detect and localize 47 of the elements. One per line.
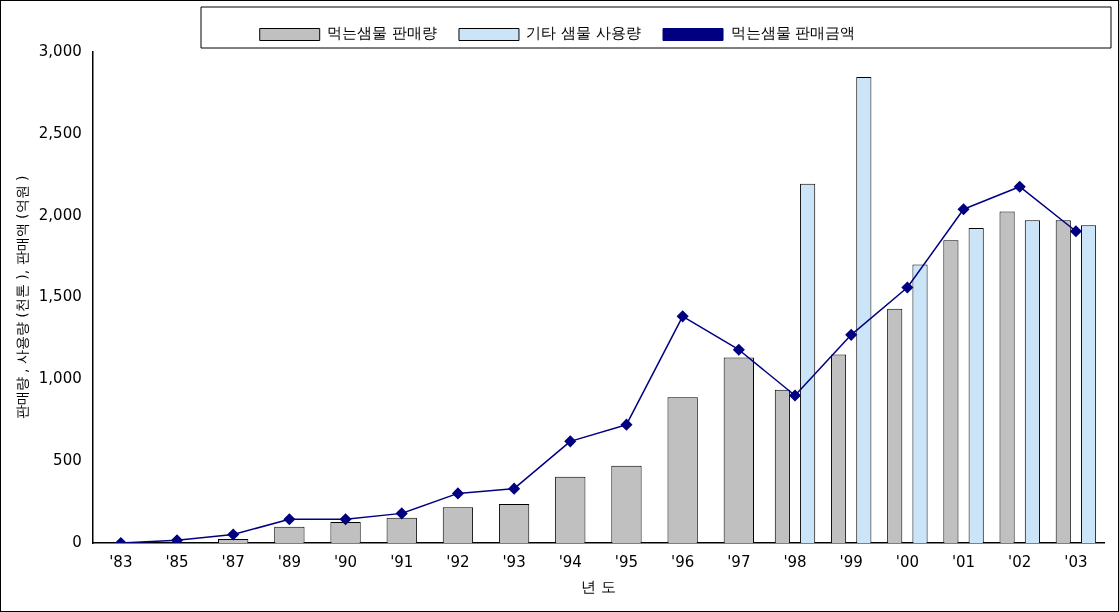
point: [452, 487, 464, 500]
x-tick-label: '98: [783, 552, 807, 571]
x-tick-label: '99: [839, 552, 863, 571]
x-tick-label: '92: [446, 552, 470, 571]
point: [283, 513, 296, 526]
x-tick-label: '00: [895, 552, 919, 571]
point: [733, 343, 745, 356]
x-tick-label: '03: [1064, 552, 1088, 571]
point: [339, 513, 352, 526]
y-tick-label: 0: [72, 532, 82, 551]
x-tick-label: '87: [221, 552, 245, 571]
legend-label: 먹는샘물 판매량: [327, 24, 437, 43]
point: [171, 534, 183, 543]
x-tick-label: '95: [614, 552, 639, 571]
y-tick-label: 1,000: [38, 369, 82, 388]
y-tick-label: 1,500: [38, 287, 82, 306]
point: [789, 389, 801, 402]
point: [901, 281, 914, 294]
point: [1070, 225, 1082, 237]
point: [227, 528, 239, 541]
x-tick-label: '01: [951, 552, 976, 571]
y-tick-label: 500: [53, 451, 82, 470]
point: [564, 435, 577, 448]
x-tick-label: '85: [165, 552, 189, 571]
point: [1013, 180, 1026, 193]
point: [508, 482, 520, 495]
legend-label: 기타 샘물 사용량: [526, 24, 642, 43]
x-tick-label: '93: [502, 552, 526, 571]
y-tick-label: 2,500: [38, 123, 82, 142]
legend-label: 먹는샘물 판매금액: [730, 24, 856, 43]
x-tick-label: '83: [109, 552, 133, 571]
x-tick-label: '90: [333, 552, 358, 571]
y-tick-label: 3,000: [38, 41, 82, 60]
x-tick-label: '91: [390, 552, 414, 571]
point: [845, 329, 857, 341]
point: [395, 507, 408, 520]
x-axis-title: 년 도: [580, 577, 616, 596]
x-tick-label: '02: [1008, 552, 1032, 571]
x-tick-label: '94: [558, 552, 582, 571]
x-tick-label: '89: [277, 552, 301, 571]
y-tick-label: 2,000: [38, 205, 82, 224]
point: [676, 310, 689, 323]
point: [620, 418, 633, 431]
x-tick-label: '97: [727, 552, 751, 571]
point: [957, 203, 970, 216]
y-axis-title: 판매량 , 사용량 (천톤 ), 판매액 (억원 ): [14, 175, 31, 420]
x-tick-label: '96: [671, 552, 695, 571]
